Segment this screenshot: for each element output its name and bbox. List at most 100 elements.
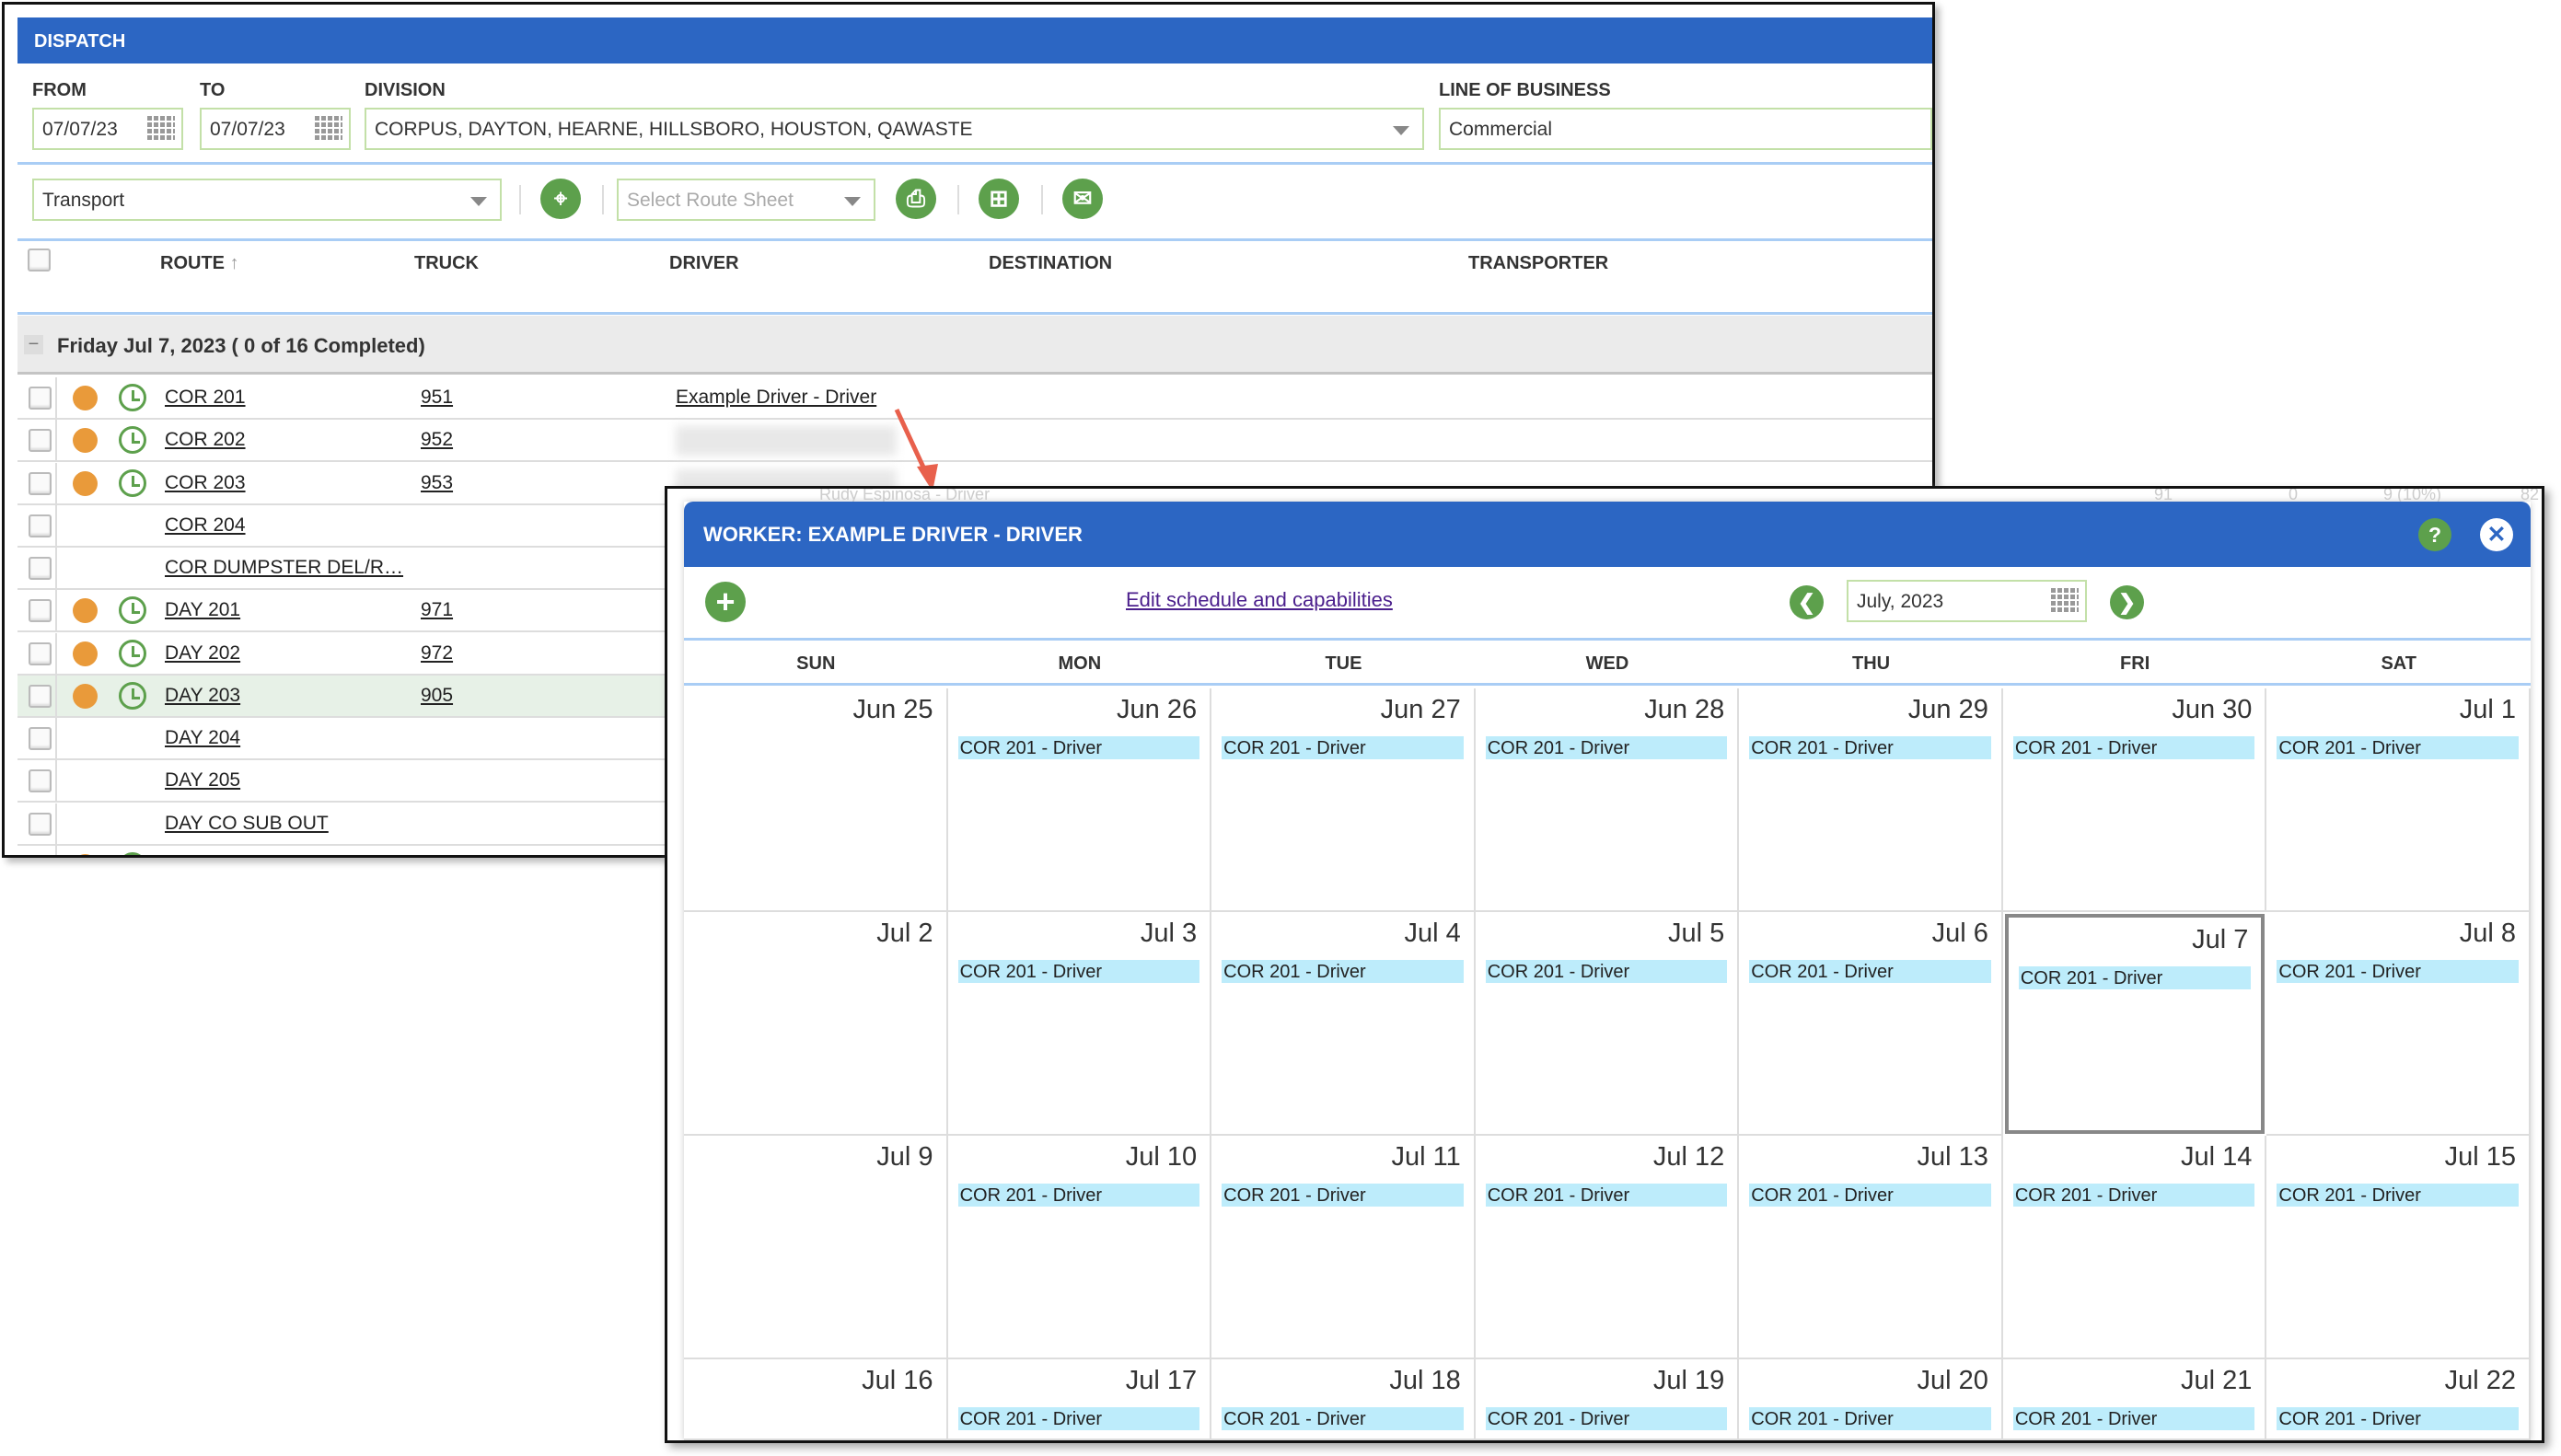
schedule-event[interactable]: COR 201 - Driver bbox=[2277, 736, 2519, 759]
calendar-day[interactable]: Jul 17 COR 201 - Driver bbox=[947, 1359, 1212, 1440]
row-checkbox[interactable] bbox=[29, 429, 52, 453]
row-checkbox[interactable] bbox=[29, 854, 52, 855]
schedule-event[interactable]: COR 201 - Driver bbox=[1749, 960, 1991, 983]
table-row[interactable]: COR 202 952 bbox=[17, 420, 1932, 463]
row-checkbox[interactable] bbox=[29, 471, 52, 495]
column-driver[interactable]: DRIVER bbox=[669, 253, 739, 273]
month-picker[interactable]: July, 2023 bbox=[1847, 580, 2087, 622]
division-select[interactable]: CORPUS, DAYTON, HEARNE, HILLSBORO, HOUST… bbox=[365, 108, 1424, 150]
from-date-input[interactable]: 07/07/23 bbox=[32, 108, 183, 150]
schedule-event[interactable]: COR 201 - Driver bbox=[1485, 1184, 1728, 1207]
schedule-event[interactable]: COR 201 - Driver bbox=[2277, 1184, 2519, 1207]
row-checkbox[interactable] bbox=[29, 812, 52, 836]
route-link[interactable]: DAY CO SUB OUT bbox=[165, 812, 329, 834]
truck-link[interactable]: 951 bbox=[421, 387, 454, 408]
to-date-input[interactable]: 07/07/23 bbox=[200, 108, 351, 150]
calendar-day[interactable]: Jul 10 COR 201 - Driver bbox=[947, 1136, 1212, 1359]
type-select[interactable]: Transport bbox=[32, 179, 502, 221]
email-icon[interactable]: ✉ bbox=[1062, 179, 1103, 219]
truck-link[interactable]: 953 bbox=[421, 471, 454, 493]
row-checkbox[interactable] bbox=[29, 727, 52, 750]
calendar-day[interactable]: Jun 26 COR 201 - Driver bbox=[947, 688, 1212, 912]
calendar-day[interactable]: Jul 22 COR 201 - Driver bbox=[2266, 1359, 2531, 1440]
row-checkbox[interactable] bbox=[29, 641, 52, 665]
table-row[interactable] bbox=[17, 845, 1932, 855]
calendar-day[interactable]: Jun 27 COR 201 - Driver bbox=[1211, 688, 1476, 912]
next-month-icon[interactable]: ❯ bbox=[2110, 585, 2144, 619]
lob-input[interactable]: Commercial bbox=[1439, 108, 1932, 150]
schedule-event[interactable]: COR 201 - Driver bbox=[1222, 1407, 1464, 1430]
route-link[interactable]: DAY 203 bbox=[165, 684, 241, 706]
route-link[interactable]: DAY 201 bbox=[165, 599, 241, 621]
calendar-day[interactable]: Jun 29 COR 201 - Driver bbox=[1739, 688, 2003, 912]
calendar-day[interactable]: Jul 9 bbox=[684, 1136, 948, 1359]
edit-schedule-link[interactable]: Edit schedule and capabilities bbox=[1126, 588, 1393, 611]
schedule-event[interactable]: COR 201 - Driver bbox=[1222, 1184, 1464, 1207]
calendar-day[interactable]: Jul 11 COR 201 - Driver bbox=[1211, 1136, 1476, 1359]
calendar-day[interactable]: Jul 21 COR 201 - Driver bbox=[2002, 1359, 2267, 1440]
row-checkbox[interactable] bbox=[29, 769, 52, 793]
calendar-day[interactable]: Jul 8 COR 201 - Driver bbox=[2266, 912, 2531, 1136]
schedule-event[interactable]: COR 201 - Driver bbox=[1485, 1407, 1728, 1430]
calendar-day[interactable]: Jul 4 COR 201 - Driver bbox=[1211, 912, 1476, 1136]
prev-month-icon[interactable]: ❮ bbox=[1790, 585, 1824, 619]
calendar-day[interactable]: Jul 2 bbox=[684, 912, 948, 1136]
schedule-event[interactable]: COR 201 - Driver bbox=[957, 1184, 1200, 1207]
schedule-event[interactable]: COR 201 - Driver bbox=[2012, 1184, 2255, 1207]
clock-icon[interactable] bbox=[119, 384, 146, 411]
column-destination[interactable]: DESTINATION bbox=[989, 253, 1113, 273]
calendar-day[interactable]: Jul 15 COR 201 - Driver bbox=[2266, 1136, 2531, 1359]
print-icon[interactable]: ⎙ bbox=[896, 179, 936, 219]
schedule-event[interactable]: COR 201 - Driver bbox=[2277, 1407, 2519, 1430]
row-checkbox[interactable] bbox=[29, 599, 52, 623]
schedule-event[interactable]: COR 201 - Driver bbox=[957, 736, 1200, 759]
schedule-event[interactable]: COR 201 - Driver bbox=[1485, 960, 1728, 983]
schedule-event[interactable]: COR 201 - Driver bbox=[2012, 1407, 2255, 1430]
calendar-day[interactable]: Jul 7 COR 201 - Driver bbox=[2004, 914, 2266, 1134]
calendar-day[interactable]: Jun 28 COR 201 - Driver bbox=[1475, 688, 1740, 912]
calendar-day[interactable]: Jul 5 COR 201 - Driver bbox=[1475, 912, 1740, 1136]
calendar-icon[interactable] bbox=[315, 116, 342, 142]
calendar-day[interactable]: Jul 6 COR 201 - Driver bbox=[1739, 912, 2003, 1136]
calendar-day[interactable]: Jun 25 bbox=[684, 688, 948, 912]
route-link[interactable]: COR DUMPSTER DEL/R… bbox=[165, 557, 404, 578]
clock-icon[interactable] bbox=[119, 426, 146, 455]
driver-link[interactable]: Example Driver - Driver bbox=[676, 387, 877, 408]
schedule-event[interactable]: COR 201 - Driver bbox=[2018, 966, 2252, 989]
route-link[interactable]: DAY 202 bbox=[165, 641, 241, 664]
truck-link[interactable]: 905 bbox=[421, 684, 454, 706]
row-checkbox[interactable] bbox=[29, 387, 52, 410]
calendar-day[interactable]: Jul 14 COR 201 - Driver bbox=[2002, 1136, 2267, 1359]
close-icon[interactable]: ✕ bbox=[2480, 518, 2513, 551]
route-link[interactable]: DAY 205 bbox=[165, 769, 241, 792]
group-row[interactable]: − Friday Jul 7, 2023 ( 0 of 16 Completed… bbox=[17, 316, 1932, 375]
clock-icon[interactable] bbox=[119, 639, 146, 667]
schedule-event[interactable]: COR 201 - Driver bbox=[1749, 736, 1991, 759]
clock-icon[interactable] bbox=[119, 851, 146, 855]
calendar-day[interactable]: Jul 13 COR 201 - Driver bbox=[1739, 1136, 2003, 1359]
table-row[interactable]: COR 201 951 Example Driver - Driver bbox=[17, 377, 1932, 420]
calendar-icon[interactable] bbox=[147, 116, 175, 142]
calendar-day[interactable]: Jul 3 COR 201 - Driver bbox=[947, 912, 1212, 1136]
schedule-event[interactable]: COR 201 - Driver bbox=[957, 1407, 1200, 1430]
calendar-day[interactable]: Jul 16 bbox=[684, 1359, 948, 1440]
route-link[interactable]: DAY 204 bbox=[165, 727, 241, 748]
route-link[interactable]: COR 201 bbox=[165, 387, 246, 408]
clock-icon[interactable] bbox=[119, 468, 146, 497]
schedule-event[interactable]: COR 201 - Driver bbox=[957, 960, 1200, 983]
calendar-day[interactable]: Jul 18 COR 201 - Driver bbox=[1211, 1359, 1476, 1440]
add-icon[interactable]: + bbox=[705, 582, 746, 622]
calendar-day[interactable]: Jul 19 COR 201 - Driver bbox=[1475, 1359, 1740, 1440]
row-checkbox[interactable] bbox=[29, 514, 52, 537]
grid-icon[interactable]: ⊞ bbox=[979, 179, 1019, 219]
column-truck[interactable]: TRUCK bbox=[414, 253, 479, 273]
truck-link[interactable]: 952 bbox=[421, 429, 454, 451]
route-link[interactable]: COR 204 bbox=[165, 514, 246, 536]
column-route[interactable]: ROUTE ↑ bbox=[160, 253, 239, 274]
schedule-event[interactable]: COR 201 - Driver bbox=[1749, 1407, 1991, 1430]
clock-icon[interactable] bbox=[119, 681, 146, 710]
calendar-icon[interactable] bbox=[2051, 588, 2079, 614]
route-sheet-select[interactable]: Select Route Sheet bbox=[617, 179, 875, 221]
map-pin-icon[interactable]: ⌖ bbox=[540, 179, 581, 219]
calendar-day[interactable]: Jul 12 COR 201 - Driver bbox=[1475, 1136, 1740, 1359]
